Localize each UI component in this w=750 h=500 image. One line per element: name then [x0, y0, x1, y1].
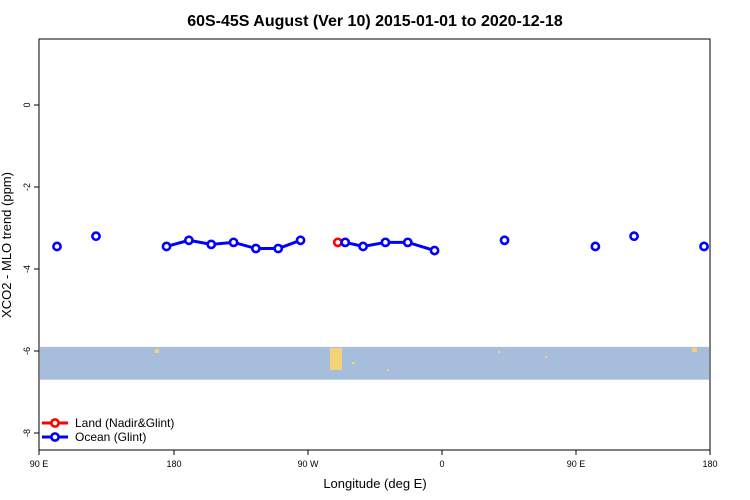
x-tick-label: 180: [166, 459, 181, 469]
land-patch: [330, 348, 342, 370]
x-tick-label: 0: [439, 459, 444, 469]
data-point-ocean-glint: [340, 237, 351, 248]
data-point-ocean-glint: [250, 243, 261, 254]
legend-label: Land (Nadir&Glint): [75, 416, 174, 430]
x-tick-label: 90 E: [567, 459, 586, 469]
y-tick-label: -2: [22, 183, 32, 191]
data-point-ocean-glint: [161, 241, 172, 252]
x-tick-label: 180: [702, 459, 717, 469]
plot-area: 90 E 180 90 W 0 90 E 180 0 -2 -4 -6 -8: [22, 38, 718, 469]
chart-title: 60S-45S August (Ver 10) 2015-01-01 to 20…: [187, 13, 563, 30]
data-point-ocean-glint: [499, 235, 510, 246]
y-tick-label: -4: [22, 265, 32, 273]
land-patch: [155, 349, 159, 353]
data-point-ocean-glint: [91, 231, 101, 242]
land-patch: [498, 351, 500, 353]
x-tick-label: 90 W: [297, 459, 319, 469]
data-point-ocean-glint: [402, 237, 413, 248]
data-point-ocean-glint: [629, 231, 639, 242]
data-point-ocean-glint: [380, 237, 391, 248]
legend-swatch-marker: [50, 418, 60, 428]
data-point-ocean-glint: [273, 243, 284, 254]
land-patch: [692, 348, 697, 352]
data-point-land-nadir-glint: [332, 237, 343, 248]
legend-swatch-marker: [50, 432, 60, 442]
y-tick-label: -6: [22, 347, 32, 355]
map-band: [40, 346, 709, 380]
y-tick-label: -8: [22, 429, 32, 437]
plot-frame: [38, 38, 711, 451]
land-patch: [545, 356, 547, 358]
x-axis-label: Longitude (deg E): [323, 476, 426, 491]
land-patch: [387, 369, 389, 371]
data-point-ocean-glint: [183, 235, 194, 246]
legend-label: Ocean (Glint): [75, 430, 146, 444]
data-point-ocean-glint: [590, 241, 601, 252]
x-tick-label: 90 E: [30, 459, 49, 469]
land-patch: [352, 362, 355, 364]
y-axis-label: XCO2 - MLO trend (ppm): [0, 172, 14, 318]
legend: Land (Nadir&Glint)Ocean (Glint): [42, 416, 174, 444]
y-tick-label: 0: [22, 102, 32, 107]
data-point-ocean-glint: [699, 241, 709, 252]
data-point-ocean-glint: [52, 241, 62, 252]
data-point-ocean-glint: [295, 235, 306, 246]
data-point-ocean-glint: [206, 239, 217, 250]
data-point-ocean-glint: [358, 241, 368, 252]
data-point-ocean-glint: [228, 237, 239, 248]
data-point-ocean-glint: [429, 245, 440, 256]
